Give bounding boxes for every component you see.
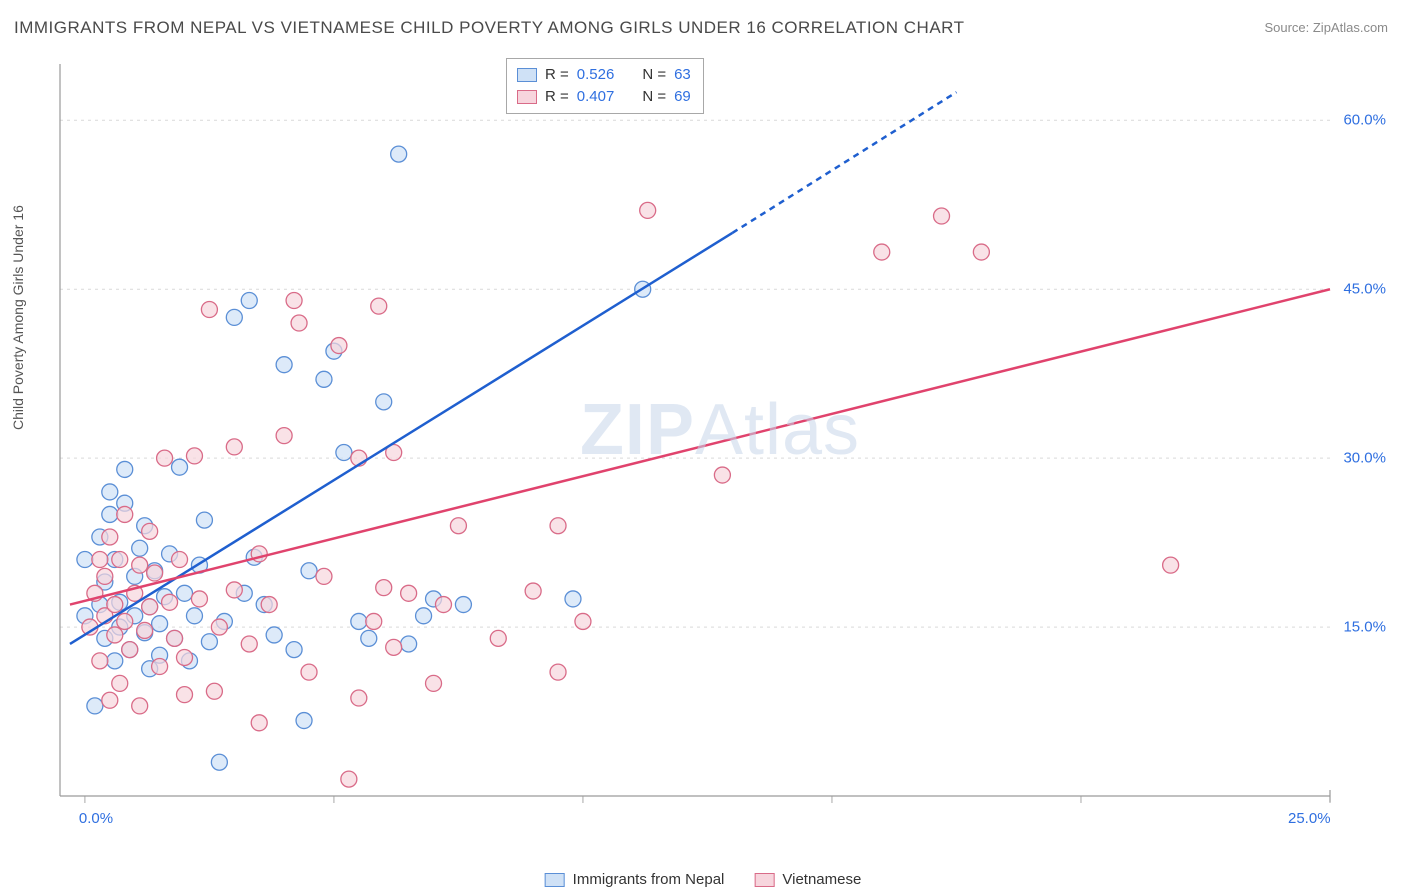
scatter-plot: ZIPAtlas R =0.526N =63R =0.407N =69 15.0… (50, 56, 1390, 836)
series-legend: Immigrants from Nepal Vietnamese (545, 871, 862, 888)
chart-canvas (50, 56, 1390, 836)
legend-n-value: 63 (674, 64, 691, 86)
legend-row: R = 0.407 N = 69 (517, 86, 691, 108)
legend-swatch (545, 873, 565, 887)
legend-r-value: 0.407 (577, 86, 615, 108)
y-axis-label: Child Poverty Among Girls Under 16 (10, 205, 26, 430)
legend-n-label: N = (642, 86, 666, 108)
legend-swatch (517, 68, 537, 82)
legend-swatch (517, 90, 537, 104)
y-tick-label: 60.0% (1343, 112, 1386, 129)
x-tick-label: 0.0% (79, 810, 113, 827)
legend-label: Vietnamese (782, 871, 861, 888)
legend-n-value: 69 (674, 86, 691, 108)
legend-r-label: R = (545, 64, 569, 86)
legend-r-value: 0.526 (577, 64, 615, 86)
legend-swatch (754, 873, 774, 887)
legend-item: Immigrants from Nepal (545, 871, 725, 888)
legend-r-label: R = (545, 86, 569, 108)
legend-item: Vietnamese (754, 871, 861, 888)
chart-title: IMMIGRANTS FROM NEPAL VS VIETNAMESE CHIL… (14, 18, 965, 38)
legend-label: Immigrants from Nepal (573, 871, 725, 888)
y-tick-label: 30.0% (1343, 450, 1386, 467)
correlation-legend: R = 0.526 N = 63 R = 0.407 N = 69 (506, 58, 704, 114)
legend-n-label: N = (642, 64, 666, 86)
x-tick-label: 25.0% (1288, 810, 1331, 827)
source-attribution: Source: ZipAtlas.com (1264, 20, 1388, 35)
legend-row: R = 0.526 N = 63 (517, 64, 691, 86)
y-tick-label: 45.0% (1343, 281, 1386, 298)
y-tick-label: 15.0% (1343, 619, 1386, 636)
